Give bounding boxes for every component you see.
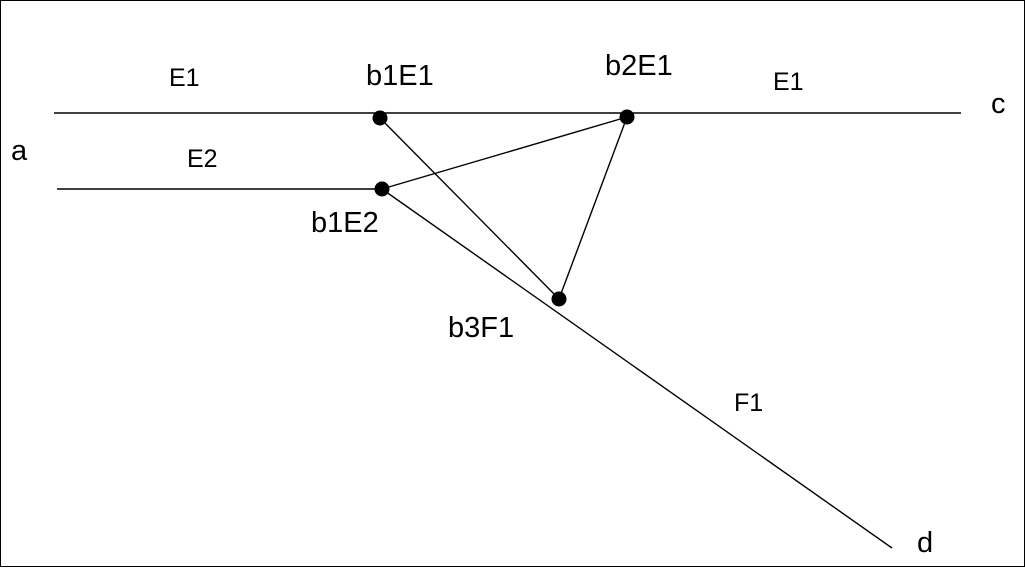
label-end-d: d bbox=[917, 527, 933, 559]
node-b1e1 bbox=[372, 110, 388, 126]
node-b3f1 bbox=[551, 291, 567, 307]
label-end-c: c bbox=[991, 88, 1006, 120]
edge-b2e1-b3f1 bbox=[558, 116, 628, 300]
edge-b1e1-b3f1 bbox=[379, 117, 560, 300]
label-b3f1: b3F1 bbox=[448, 312, 514, 344]
label-end-a: a bbox=[11, 135, 28, 167]
edge-f1-line bbox=[381, 188, 893, 549]
edge-b1e2-b2e1 bbox=[381, 116, 628, 190]
label-e2: E2 bbox=[187, 145, 218, 173]
label-e1-left: E1 bbox=[169, 64, 200, 92]
label-b1e2: b1E2 bbox=[311, 207, 379, 239]
label-e1-right: E1 bbox=[773, 68, 804, 96]
node-b1e2 bbox=[374, 181, 390, 197]
label-f1: F1 bbox=[734, 389, 763, 417]
label-b2e1: b2E1 bbox=[605, 50, 673, 82]
label-b1e1: b1E1 bbox=[366, 60, 434, 92]
node-b2e1 bbox=[619, 109, 635, 125]
